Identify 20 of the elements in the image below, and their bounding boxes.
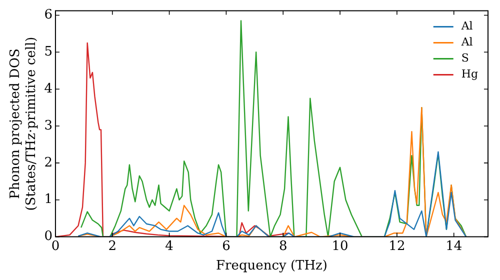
x-tick-label: 10 bbox=[332, 238, 348, 254]
x-tick-label: 4 bbox=[165, 238, 174, 254]
legend-label: Al bbox=[460, 20, 474, 33]
y-tick-label: 3 bbox=[44, 118, 52, 134]
y-tick-label: 1 bbox=[44, 192, 52, 208]
x-axis-title: Frequency (THz) bbox=[216, 258, 328, 274]
legend-label: Al bbox=[460, 36, 474, 49]
y-axis-title: Phonon projected DOS (States/THz·primitive cell) bbox=[8, 36, 39, 211]
legend-label: Hg bbox=[461, 68, 478, 81]
y-tick-label: 6 bbox=[44, 8, 52, 23]
x-tick-label: 14 bbox=[446, 238, 462, 254]
y-tick-label: 5 bbox=[44, 44, 52, 60]
x-tick-label: 8 bbox=[278, 238, 288, 254]
x-tick-label: 6 bbox=[222, 238, 230, 254]
x-tick-label: 2 bbox=[108, 238, 117, 254]
x-tick-label: 12 bbox=[388, 238, 406, 254]
legend-label: S bbox=[461, 52, 469, 65]
y-tick-label: 4 bbox=[44, 81, 52, 96]
y-tick-label: 0 bbox=[44, 229, 52, 244]
y-tick-label: 2 bbox=[44, 155, 52, 170]
